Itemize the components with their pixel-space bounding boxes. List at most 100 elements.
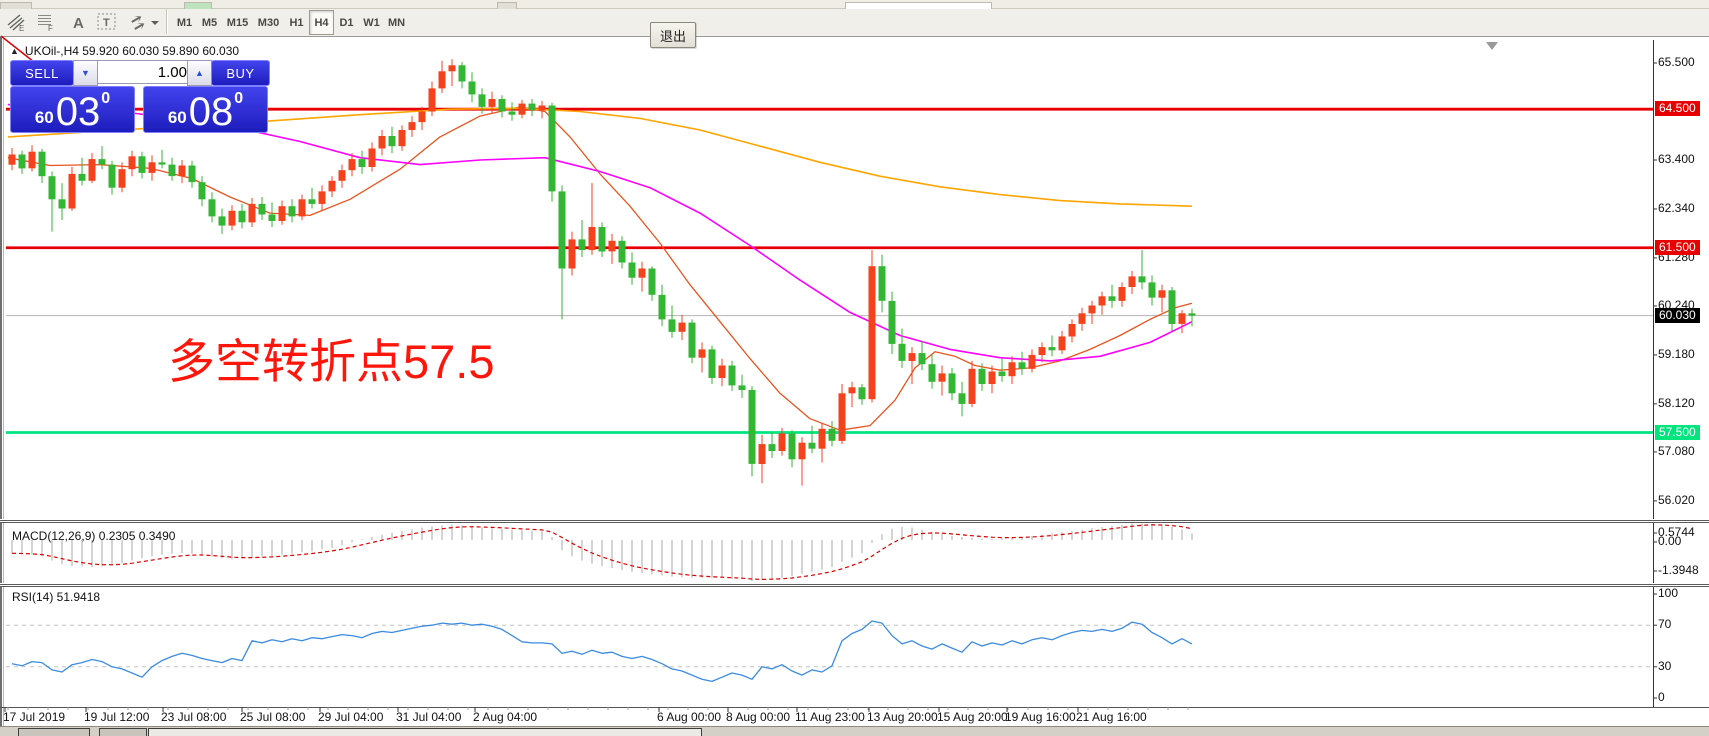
candle (438, 71, 446, 89)
candle (1168, 290, 1176, 324)
price-axis-label: 62.340 (1658, 200, 1695, 215)
text-box-icon[interactable]: T (96, 11, 118, 33)
candle (208, 199, 216, 217)
candle (978, 368, 986, 384)
timeframe-button-m5[interactable]: M5 (201, 16, 218, 29)
rsi-axis-label: 30 (1658, 658, 1672, 673)
candle (938, 373, 946, 382)
candle (1188, 313, 1196, 316)
exit-button[interactable]: 退出 (650, 22, 696, 48)
sell-button[interactable]: SELL (10, 60, 74, 86)
crosshatch-style-icon[interactable]: E (5, 11, 27, 33)
bottom-tab[interactable] (99, 728, 147, 736)
candle (868, 266, 876, 400)
candle (298, 199, 306, 217)
chart-window[interactable] (0, 37, 1709, 727)
timeframe-button-h1[interactable]: H1 (289, 16, 304, 29)
candle (48, 176, 56, 200)
candle (608, 240, 616, 252)
volume-input[interactable] (97, 60, 194, 84)
buy-price-point: 0 (234, 90, 244, 107)
bottom-window-strip (0, 726, 1709, 736)
price-axis-label: 57.080 (1658, 443, 1695, 458)
svg-text:F: F (48, 24, 53, 32)
timeframe-button-d1[interactable]: D1 (339, 16, 354, 29)
candle (1138, 276, 1146, 283)
candle (738, 385, 746, 390)
candle (688, 322, 696, 358)
candle (128, 156, 136, 170)
candle (858, 387, 866, 400)
rsi-axis-label: 100 (1658, 586, 1679, 600)
svg-text:A: A (73, 15, 84, 32)
candle (488, 99, 496, 107)
candle (448, 65, 456, 72)
pane-splitter[interactable] (0, 583, 1709, 587)
timeframe-button-h4[interactable]: H4 (309, 10, 334, 35)
candle (408, 122, 416, 130)
candle (898, 343, 906, 361)
candle (758, 444, 766, 464)
volume-increase-button[interactable]: ▲ (187, 60, 212, 86)
time-axis-label: 11 Aug 23:00 (795, 710, 865, 724)
sell-price-display[interactable]: 60 03 0 (10, 86, 135, 133)
volume-decrease-button[interactable]: ▼ (73, 60, 98, 86)
timeframe-button-w1[interactable]: W1 (363, 16, 380, 29)
price-badge-61.500: 61.500 (1655, 239, 1700, 255)
time-axis-label: 8 Aug 00:00 (726, 710, 791, 724)
candle (1058, 336, 1066, 351)
time-axis-label: 21 Aug 16:00 (1076, 710, 1147, 724)
candle (18, 154, 26, 169)
toolbar-separator (166, 9, 168, 34)
timeframe-button-m15[interactable]: M15 (226, 16, 249, 29)
timeframe-button-m30[interactable]: M30 (257, 16, 280, 29)
candle (378, 136, 386, 149)
candle (98, 159, 106, 165)
candle (1118, 287, 1126, 301)
time-axis-label: 13 Aug 20:00 (867, 710, 938, 724)
cursor-arrows-icon[interactable] (128, 11, 150, 33)
text-label-icon[interactable]: A (68, 11, 90, 33)
price-axis-label: 63.400 (1658, 151, 1695, 166)
chart-annotation-text: 多空转折点57.5 (168, 335, 495, 388)
time-axis-label: 15 Aug 20:00 (937, 710, 1008, 724)
candle (1028, 354, 1036, 369)
candle (258, 203, 266, 215)
symbol-quote-text: UKOil-,H4 59.920 60.030 59.890 60.030 (24, 44, 240, 58)
price-axis-label: 65.500 (1658, 55, 1695, 69)
candle (1158, 290, 1166, 298)
timeframe-button-m1[interactable]: M1 (176, 16, 193, 29)
macd-signal-line (11, 524, 1193, 581)
candle (398, 130, 406, 147)
candle (188, 165, 196, 183)
candle (1018, 362, 1026, 369)
grid-icon[interactable]: F (35, 11, 57, 33)
candle (328, 180, 336, 192)
buy-button[interactable]: BUY (211, 60, 270, 86)
candle (228, 210, 236, 226)
candle (748, 390, 756, 464)
rsi-line (11, 620, 1193, 683)
upper-toolbar-strip (0, 0, 1709, 9)
symbol-header: ▲ UKOil-,H4 59.920 60.030 59.890 60.030 (10, 44, 239, 58)
buy-price-display[interactable]: 60 08 0 (143, 86, 268, 133)
candle (248, 203, 256, 223)
dropdown-caret-icon[interactable] (149, 11, 161, 33)
candle (828, 428, 836, 441)
bottom-tab[interactable] (18, 728, 90, 736)
toolbar-fragment (0, 2, 32, 9)
candle (888, 300, 896, 344)
candle (918, 353, 926, 365)
candle (148, 162, 156, 173)
pane-splitter[interactable] (0, 519, 1709, 523)
candle (928, 364, 936, 382)
collapse-triangle-icon[interactable]: ▲ (10, 46, 19, 56)
candle (678, 322, 686, 332)
candle (998, 371, 1006, 377)
bottom-tab[interactable] (148, 728, 702, 736)
timeframe-button-mn[interactable]: MN (387, 16, 406, 29)
toolbar-fragment (497, 2, 517, 9)
candle (1068, 324, 1076, 337)
